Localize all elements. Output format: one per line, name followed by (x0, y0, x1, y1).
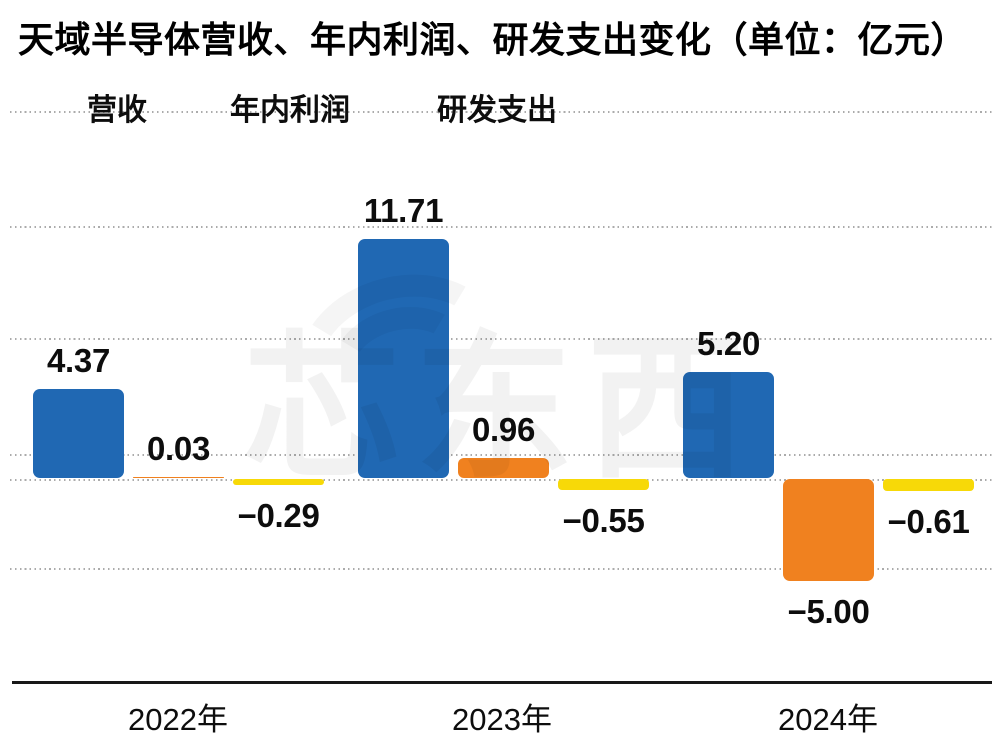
value-label-revenue-2023: 11.71 (363, 192, 444, 229)
legend-swatch-profit-icon (178, 94, 213, 128)
bar-revenue-2022 (33, 388, 124, 478)
zero-gridline (10, 479, 993, 481)
value-label-profit-2022: 0.03 (146, 430, 211, 467)
value-label-profit-2023: 0.96 (471, 411, 536, 448)
legend-swatch-revenue-icon (35, 94, 70, 128)
value-label-rnd-2023: −0.55 (562, 502, 645, 539)
gridline (10, 454, 993, 456)
gridline (10, 111, 993, 113)
bar-rnd-2022 (233, 479, 324, 485)
bar-profit-2024 (783, 479, 874, 581)
value-label-rnd-2022: −0.29 (237, 497, 320, 534)
bar-revenue-2023 (358, 239, 449, 478)
legend-label-rnd: 研发支出 (437, 94, 557, 127)
legend-item-rnd: 研发支出 (385, 94, 557, 128)
bar-profit-2022 (133, 477, 224, 478)
legend-label-revenue: 营收 (87, 94, 147, 127)
x-tick-2024: 2024年 (778, 702, 878, 737)
bar-rnd-2023 (558, 479, 649, 491)
legend-swatch-rnd-icon (385, 94, 420, 128)
bar-rnd-2024 (883, 479, 974, 492)
value-label-revenue-2022: 4.37 (46, 342, 111, 379)
bar-profit-2023 (458, 458, 549, 478)
gridline (10, 338, 993, 340)
gridline (10, 226, 993, 228)
value-label-rnd-2024: −0.61 (887, 503, 970, 540)
legend-item-profit: 年内利润 (178, 94, 350, 128)
x-axis-line (12, 681, 992, 684)
bar-revenue-2024 (683, 371, 774, 478)
value-label-profit-2024: −5.00 (787, 593, 870, 630)
value-label-revenue-2024: 5.20 (696, 325, 761, 362)
x-tick-2023: 2023年 (452, 702, 552, 737)
gridline (10, 568, 993, 570)
x-tick-2022: 2022年 (128, 702, 228, 737)
chart-title: 天域半导体营收、年内利润、研发支出变化（单位：亿元） (18, 19, 968, 60)
legend-item-revenue: 营收 (35, 94, 147, 128)
legend-label-profit: 年内利润 (230, 94, 350, 127)
